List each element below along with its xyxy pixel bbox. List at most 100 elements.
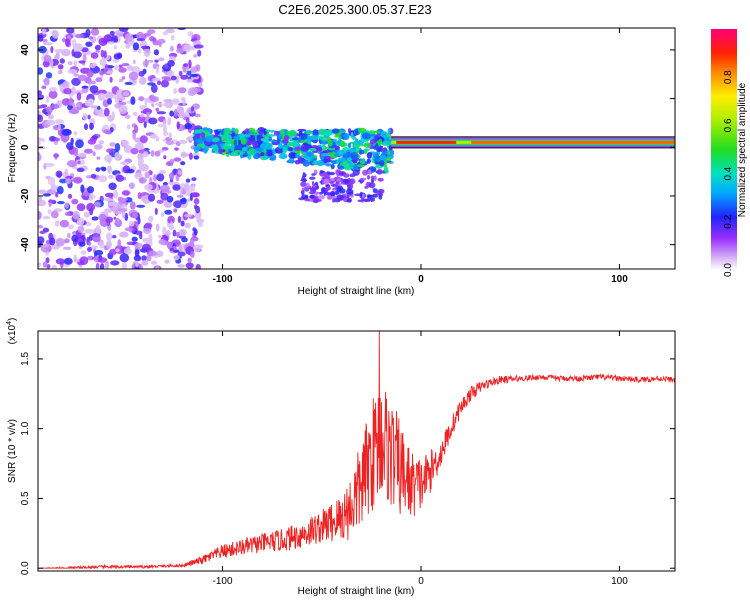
- spectrogram-marks: [38, 28, 675, 269]
- spectrogram-noise-blob: [140, 110, 149, 114]
- spectrogram-noise-blob: [38, 93, 45, 101]
- spectrogram-noise-blob: [92, 234, 101, 243]
- spectrogram-noise-blob: [49, 87, 57, 92]
- snr-xtick-label: 0: [418, 576, 424, 587]
- spectrogram-noise-blob: [174, 147, 179, 151]
- spectrogram-noise-blob: [68, 109, 79, 115]
- spectrogram-signal-blob: [295, 154, 300, 159]
- spectrogram-noise-blob: [113, 45, 117, 50]
- spectrogram-noise-blob: [106, 148, 116, 154]
- spectrogram-noise-blob: [109, 76, 113, 83]
- spectrogram-noise-blob: [47, 114, 55, 120]
- spectrogram-signal-blob: [320, 153, 329, 157]
- spectrogram-noise-blob: [134, 242, 143, 249]
- spectrogram-noise-blob: [91, 135, 99, 140]
- spectrogram-noise-blob: [87, 138, 97, 145]
- spectrogram-signal-blob: [195, 138, 204, 144]
- spectrogram-signal-blob: [379, 154, 387, 162]
- spectrogram-ytick-label: 20: [20, 93, 31, 105]
- spectrogram-signal-blob: [260, 155, 268, 161]
- spectrogram-noise-blob: [150, 150, 155, 157]
- spectrogram-noise-blob: [176, 105, 183, 113]
- spectrogram-signal-blob: [291, 137, 299, 141]
- spectrogram-noise-blob: [48, 199, 57, 203]
- spectrogram-noise-blob: [41, 85, 47, 90]
- spectrogram-noise-blob: [82, 113, 88, 121]
- spectrogram-noise-blob: [104, 63, 108, 73]
- spectrogram-tail-blob: [300, 190, 305, 194]
- spectrogram-noise-blob: [46, 119, 56, 126]
- spectrogram-noise-blob: [135, 260, 139, 268]
- spectrogram-noise-blob: [122, 140, 130, 147]
- spectrogram-noise-blob: [89, 122, 94, 130]
- spectrogram-noise-blob: [144, 97, 148, 107]
- spectrogram-noise-blob: [85, 175, 92, 179]
- spectrogram-signal-blob: [355, 128, 359, 136]
- spectrogram-noise-blob: [77, 225, 85, 233]
- spectrogram-signal-blob: [194, 133, 202, 140]
- spectrogram-noise-blob: [73, 176, 83, 184]
- spectrogram-tail-blob: [311, 173, 316, 176]
- spectrogram-noise-blob: [94, 44, 101, 51]
- spectrogram-noise-blob: [131, 236, 138, 242]
- spectrogram-noise-blob: [128, 182, 135, 189]
- snr-frame: [37, 330, 676, 572]
- spectrogram-noise-blob: [42, 28, 47, 35]
- spectrogram-noise-blob: [192, 103, 200, 110]
- spectrogram-noise-blob: [104, 154, 113, 163]
- spectrogram-noise-blob: [38, 34, 44, 42]
- spectrogram-signal-blob: [316, 160, 324, 167]
- spectrogram-noise-blob: [87, 246, 92, 252]
- spectrogram-signal-blob: [294, 146, 301, 151]
- spectrogram-signal-blob: [358, 143, 366, 147]
- spectrogram-noise-blob: [39, 230, 46, 234]
- spectrogram-tail-blob: [347, 183, 354, 190]
- spectrogram-noise-blob: [45, 106, 53, 114]
- spectrogram-signal-blob: [349, 152, 359, 160]
- spectrogram-noise-blob: [156, 173, 165, 182]
- snr-ytick-label: 1.5: [20, 352, 31, 366]
- spectrogram-tail-blob: [364, 185, 369, 189]
- spectrogram-signal-blob: [218, 148, 224, 155]
- spectrogram-signal-blob: [317, 147, 323, 152]
- spectrogram-noise-blob: [121, 190, 130, 196]
- spectrogram-noise-blob: [55, 170, 63, 178]
- spectrogram-noise-blob: [65, 38, 71, 47]
- spectrogram-noise-blob: [148, 215, 154, 223]
- snr-marks: [38, 331, 675, 570]
- spectrogram-signal-blob: [352, 136, 357, 140]
- spectrogram-noise-blob: [198, 83, 203, 87]
- spectrogram-noise-blob: [50, 210, 59, 219]
- spectrogram-noise-blob: [94, 249, 104, 256]
- spectrogram-signal-blob: [254, 152, 259, 160]
- colorbar-tick-label: 0.6: [723, 118, 734, 132]
- spectrogram-noise-blob: [141, 260, 149, 266]
- spectrogram-noise-blob: [149, 176, 153, 183]
- snr-xlabel: Height of straight line (km): [298, 586, 415, 597]
- spectrogram-noise-blob: [111, 235, 117, 239]
- spectrogram-noise-blob: [81, 85, 89, 89]
- spectrogram-noise-blob: [130, 148, 139, 155]
- spectrogram-signal-blob: [204, 135, 214, 143]
- spectrogram-noise-blob: [97, 92, 106, 101]
- spectrogram-noise-blob: [68, 97, 74, 106]
- spectrogram-noise-blob: [80, 47, 89, 53]
- spectrogram-tail-blob: [315, 199, 322, 202]
- spectrogram-noise-blob: [57, 64, 64, 70]
- spectrogram-tail-blob: [330, 178, 336, 182]
- spectrogram-noise-blob: [38, 105, 43, 109]
- spectrogram-signal-blob: [363, 142, 371, 149]
- spectrogram-noise-blob: [118, 78, 124, 83]
- spectrogram-noise-blob: [160, 192, 169, 201]
- spectrogram-noise-blob: [114, 65, 119, 70]
- spectrogram-signal-blob: [366, 152, 373, 159]
- spectrogram-xtick-label: -100: [213, 274, 233, 285]
- spectrogram-noise-blob: [170, 35, 175, 41]
- spectrogram-noise-blob: [180, 161, 186, 166]
- spectrogram-noise-blob: [49, 237, 56, 246]
- spectrogram-signal-blob: [233, 150, 243, 153]
- spectrogram-signal-blob: [337, 157, 346, 163]
- spectrogram-noise-blob: [136, 38, 146, 42]
- spectrogram-noise-blob: [83, 211, 90, 218]
- spectrogram-noise-blob: [180, 197, 187, 205]
